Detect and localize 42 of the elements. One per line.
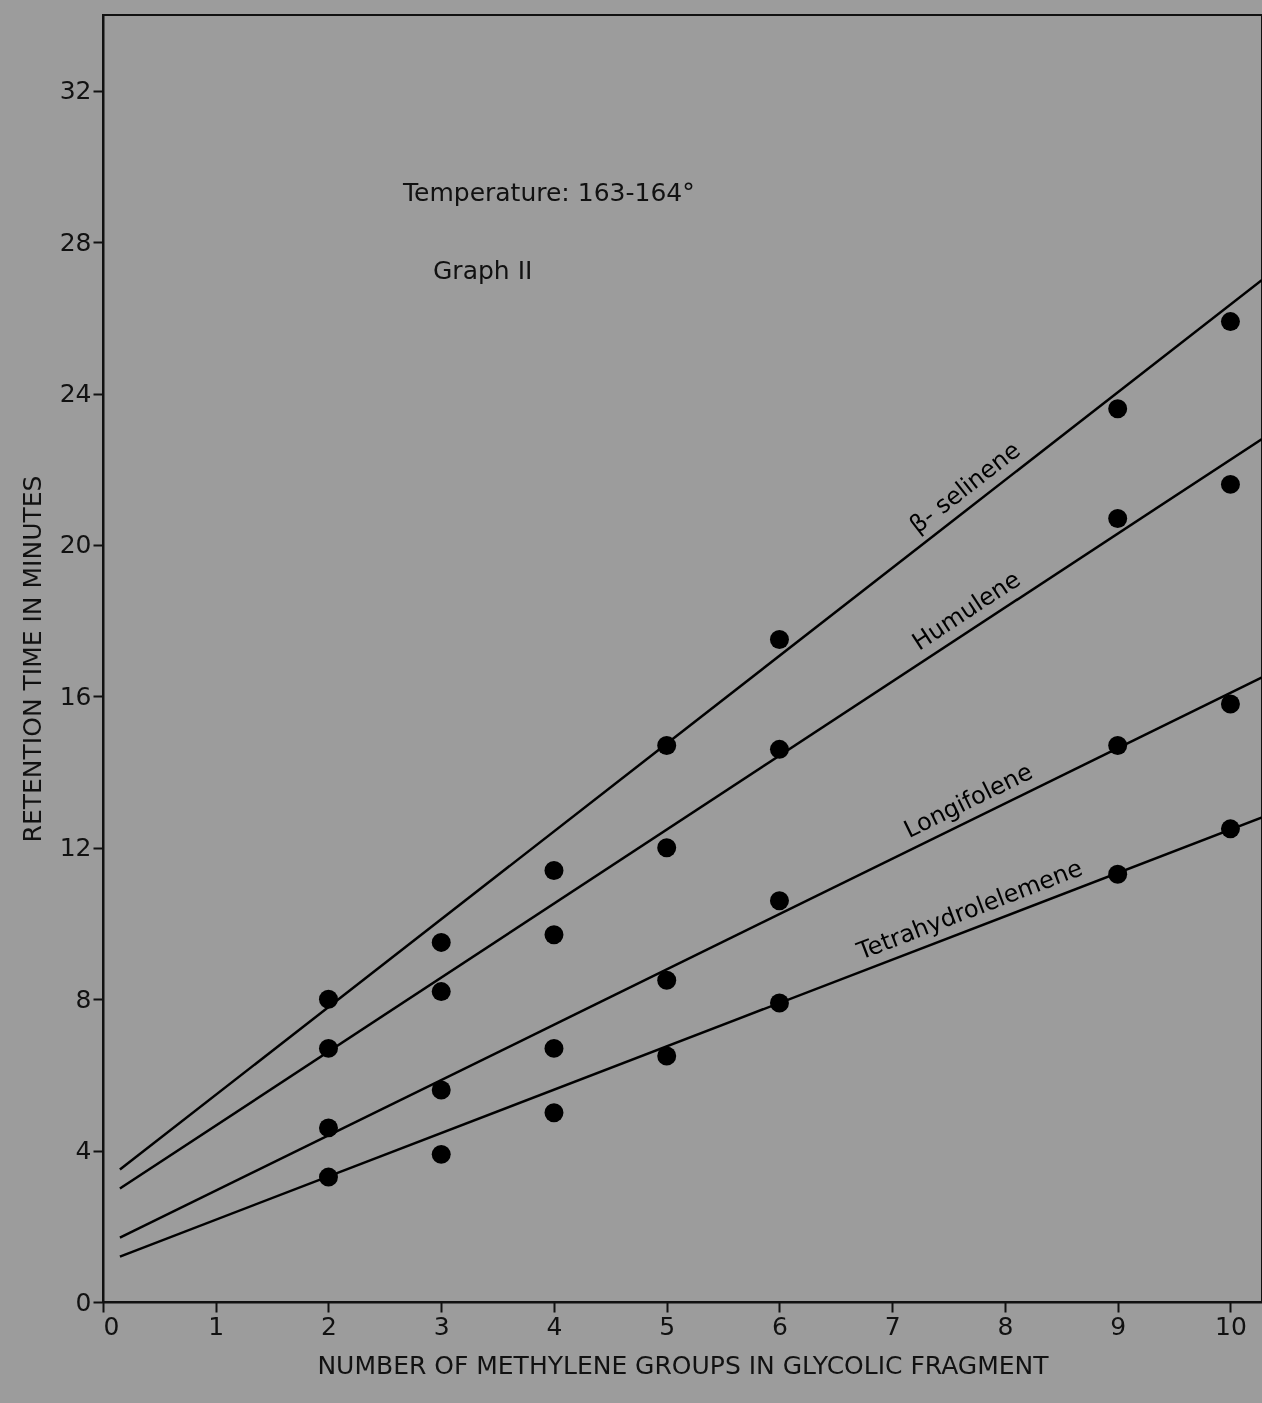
- x-tick-label: 8: [997, 1311, 1014, 1341]
- y-tick-label: 4: [75, 1136, 92, 1166]
- point: [769, 891, 789, 911]
- point: [544, 1038, 564, 1058]
- x-tick-label: 0: [103, 1311, 120, 1341]
- x-tick-label: 2: [321, 1311, 337, 1341]
- point: [431, 982, 451, 1002]
- point: [1108, 399, 1128, 419]
- y-tick-label: 28: [59, 227, 92, 257]
- x-axis-title: NUMBER OF METHYLENE GROUPS IN GLYCOLIC FRAGMENT: [317, 1350, 1050, 1380]
- point: [1220, 474, 1240, 494]
- y-tick-label: 24: [59, 379, 92, 409]
- point: [1220, 312, 1240, 332]
- x-tick-label: 6: [772, 1311, 788, 1341]
- y-tick-label: 16: [59, 681, 92, 711]
- y-tick-label: 32: [59, 76, 92, 106]
- x-tick-label: 10: [1215, 1311, 1247, 1341]
- point: [544, 925, 564, 945]
- point: [657, 838, 677, 858]
- x-tick-label: 4: [546, 1311, 563, 1341]
- x-tick-label: 3: [433, 1311, 450, 1341]
- x-tick-label: 1: [208, 1311, 225, 1341]
- y-tick-label: 20: [59, 530, 92, 560]
- y-tick-label: 12: [59, 833, 92, 863]
- point: [431, 932, 451, 952]
- x-tick-label: 5: [659, 1311, 676, 1341]
- y-tick-label: 8: [75, 984, 92, 1014]
- point: [1220, 694, 1240, 714]
- point: [431, 1144, 451, 1164]
- y-tick-label: 0: [75, 1287, 92, 1317]
- annotation: Graph II: [433, 256, 533, 285]
- x-tick-label: 7: [884, 1311, 901, 1341]
- point: [769, 630, 789, 650]
- x-tick-label: 9: [1110, 1311, 1127, 1341]
- y-axis-title: RETENTION TIME IN MINUTES: [17, 475, 47, 843]
- annotation: Temperature: 163-164°: [402, 178, 695, 207]
- point: [431, 1080, 451, 1100]
- point: [544, 861, 564, 880]
- point: [657, 1046, 677, 1066]
- point: [544, 1103, 564, 1123]
- point: [657, 970, 677, 990]
- point: [1108, 508, 1128, 528]
